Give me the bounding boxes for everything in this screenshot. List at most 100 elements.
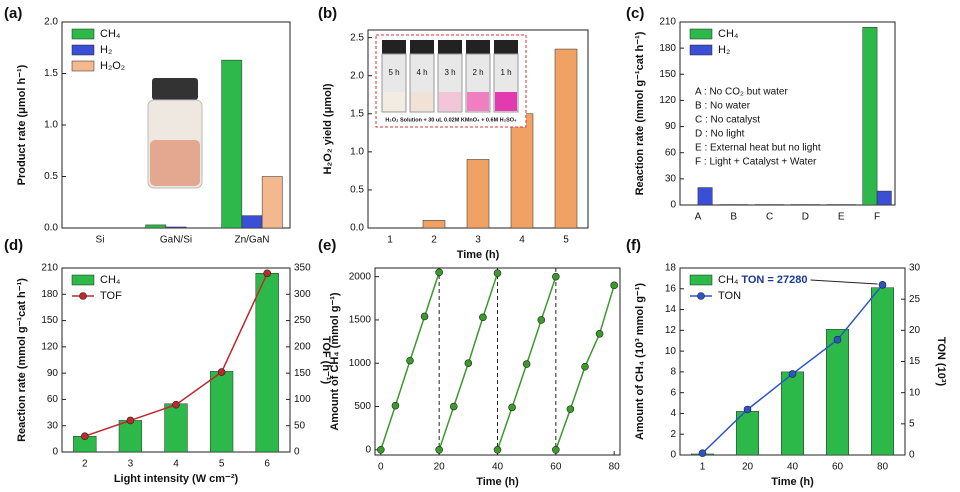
bar bbox=[554, 48, 578, 229]
legend-label: H₂ bbox=[718, 44, 730, 56]
bar bbox=[862, 26, 878, 206]
y-tick-label: 2.5 bbox=[350, 32, 364, 43]
y-tick-label: 90 bbox=[665, 121, 677, 132]
bar bbox=[697, 187, 713, 206]
y-tick-label: 18 bbox=[665, 263, 677, 274]
marker bbox=[508, 403, 516, 412]
marker bbox=[493, 269, 502, 277]
y2-tick-label: 10 bbox=[909, 387, 921, 398]
marker bbox=[537, 316, 546, 324]
marker bbox=[172, 400, 180, 409]
y-tick-label: 0.5 bbox=[44, 171, 58, 182]
y-tick-label: 500 bbox=[354, 401, 371, 412]
legend-swatch bbox=[689, 274, 713, 286]
panel-label: (e) bbox=[318, 237, 336, 254]
vial-liquid bbox=[411, 92, 433, 111]
marker bbox=[522, 360, 531, 368]
x-tick-label: 5 bbox=[563, 235, 569, 246]
bar bbox=[118, 420, 143, 453]
x-axis-label: Time (h) bbox=[476, 476, 519, 488]
y-tick-label: 0 bbox=[670, 200, 676, 211]
y2-axis-label: TON (10³) bbox=[935, 337, 947, 387]
y-tick-label: 0.0 bbox=[44, 223, 58, 234]
y-tick-label: 30 bbox=[665, 173, 677, 184]
x-tick-label: F bbox=[874, 212, 880, 223]
y-tick-label: 2.0 bbox=[350, 70, 364, 81]
plot-frame bbox=[679, 21, 896, 206]
legend-swatch bbox=[71, 274, 95, 286]
legend-label: H₂ bbox=[100, 44, 112, 56]
y-tick-label: 150 bbox=[41, 315, 58, 326]
y-tick-label: 10 bbox=[665, 346, 677, 357]
annotation: A : No CO₂ but water bbox=[695, 87, 788, 98]
marker bbox=[610, 281, 618, 290]
x-tick-label: 80 bbox=[609, 462, 621, 473]
marker bbox=[878, 281, 887, 289]
y-tick-label: 90 bbox=[47, 368, 59, 379]
y-tick-label: 0.0 bbox=[350, 223, 364, 234]
x-tick-label: 4 bbox=[519, 235, 525, 246]
y2-tick-label: 300 bbox=[294, 289, 311, 300]
marker bbox=[595, 329, 604, 338]
y-tick-label: 210 bbox=[41, 263, 58, 274]
marker bbox=[464, 359, 473, 368]
legend-label: CH₄ bbox=[100, 28, 121, 40]
y-tick-label: 0.5 bbox=[350, 185, 364, 196]
marker bbox=[552, 446, 560, 454]
y-tick-label: 120 bbox=[41, 341, 58, 352]
y2-tick-label: 50 bbox=[294, 420, 306, 431]
x-tick-label: 60 bbox=[550, 462, 562, 473]
panel-label: (c) bbox=[626, 5, 644, 22]
marker bbox=[81, 432, 89, 441]
inset-caption: H₂O₂ Solution + 30 uL 0.02M KMnO₄ + 0.6M… bbox=[385, 117, 517, 123]
y-tick-label: 2.0 bbox=[44, 17, 58, 28]
annotation-arrow bbox=[810, 279, 878, 285]
x-tick-label: GaN/Si bbox=[160, 235, 192, 246]
x-tick-label: Si bbox=[96, 235, 105, 246]
y-tick-label: 16 bbox=[665, 283, 677, 294]
y-tick-label: 1.0 bbox=[44, 120, 58, 131]
vial-cap bbox=[494, 40, 518, 54]
annotation: F : Light + Catalyst + Water bbox=[695, 157, 817, 168]
inset-label: 1 h bbox=[500, 68, 511, 77]
legend-swatch bbox=[71, 28, 95, 40]
vial-liquid bbox=[495, 92, 517, 111]
bar bbox=[209, 371, 234, 453]
y-tick-label: 1.0 bbox=[350, 146, 364, 157]
legend-label: CH₄ bbox=[718, 28, 739, 40]
marker bbox=[493, 446, 502, 454]
y2-tick-label: 150 bbox=[294, 368, 311, 379]
inset-label: 4 h bbox=[416, 68, 427, 77]
y-axis-label: Amount of CH₄ (10³ mmol g⁻¹) bbox=[634, 283, 646, 440]
bar bbox=[164, 403, 188, 453]
inset-label: 5 h bbox=[388, 68, 399, 77]
bar bbox=[241, 215, 263, 229]
y2-tick-label: 250 bbox=[294, 315, 311, 326]
y-tick-label: 2 bbox=[670, 429, 676, 440]
x-tick-label: 80 bbox=[877, 462, 889, 473]
y-tick-label: 4 bbox=[670, 408, 676, 419]
vial-cap bbox=[466, 40, 490, 54]
annotation: D : No light bbox=[695, 129, 745, 140]
x-tick-label: Zn/GaN bbox=[234, 235, 269, 246]
y-tick-label: 1500 bbox=[349, 315, 372, 326]
bar bbox=[261, 176, 283, 229]
x-tick-label: 1 bbox=[387, 235, 393, 246]
vial-photo bbox=[147, 78, 203, 189]
marker bbox=[833, 335, 842, 344]
y-tick-label: 0 bbox=[365, 444, 371, 455]
y-tick-label: 1000 bbox=[349, 358, 372, 369]
y2-tick-label: 0 bbox=[294, 447, 300, 458]
y-tick-label: 60 bbox=[47, 394, 59, 405]
x-tick-label: 3 bbox=[128, 459, 134, 470]
y-tick-label: 0 bbox=[52, 447, 58, 458]
vial-liquid bbox=[439, 92, 461, 111]
legend-label: CH₄ bbox=[718, 274, 739, 286]
inset-label: 3 h bbox=[444, 68, 455, 77]
x-axis-label: Light intensity (W cm⁻²) bbox=[114, 473, 239, 485]
legend-label: CH₄ bbox=[100, 274, 121, 286]
x-tick-label: 5 bbox=[219, 459, 225, 470]
y-axis-label: Reaction rate (mmol g⁻¹cat h⁻¹) bbox=[634, 31, 646, 195]
y-axis-label: H₂O₂ yield (μmol) bbox=[322, 83, 334, 174]
y-tick-label: 1.5 bbox=[350, 108, 364, 119]
